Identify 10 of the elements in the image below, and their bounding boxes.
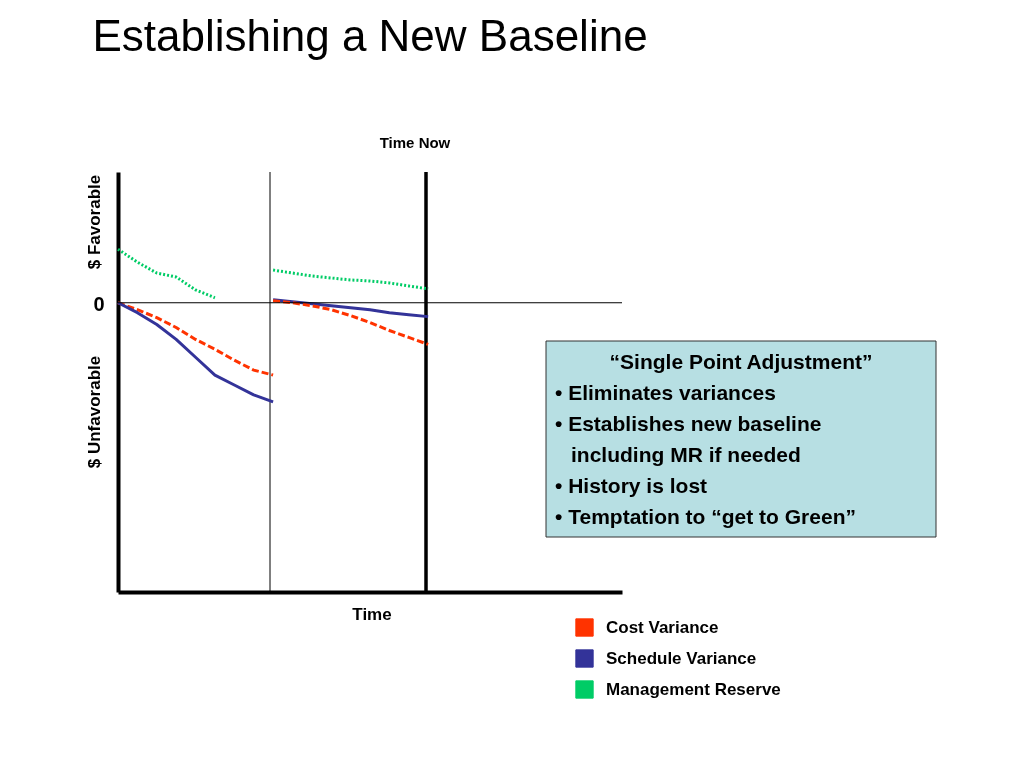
annotation: “Single Point Adjustment” • Eliminates variances • Establishes new baseline including MR if needed • History is lost • Temptation to “get to Green”: [555, 350, 873, 528]
chart-title: Establishing a New Baseline: [92, 11, 648, 60]
text: Time: [352, 605, 392, 624]
text: 0: [93, 293, 105, 315]
legend-label: Management Reserve: [606, 679, 781, 699]
text: $ Favorable: [85, 174, 104, 270]
legend-label: Cost Variance: [606, 617, 719, 637]
legend-label: Schedule Variance: [606, 648, 757, 668]
text: $ Unfavorable: [85, 355, 104, 469]
text: Time Now: [379, 134, 451, 151]
